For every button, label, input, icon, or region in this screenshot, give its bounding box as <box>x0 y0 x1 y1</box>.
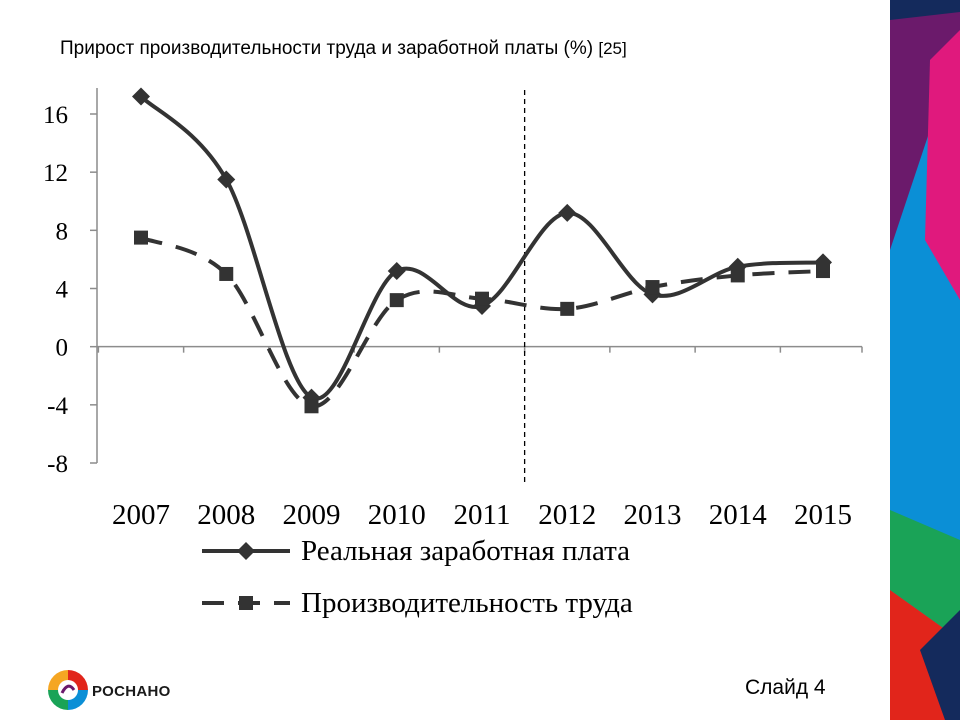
legend-label: Производительность труда <box>301 587 633 619</box>
data-point-square <box>645 280 660 295</box>
decorative-side-band <box>890 0 960 720</box>
data-point-square <box>730 268 745 283</box>
data-point-square <box>816 264 830 279</box>
chart-legend: Реальная заработная плата Производительно… <box>202 535 633 619</box>
legend-item: Производительность труда <box>202 587 633 619</box>
x-tick-label: 2010 <box>368 499 426 531</box>
y-tick-label: 0 <box>56 335 69 362</box>
series-line <box>139 95 824 401</box>
data-point-square <box>389 293 404 308</box>
x-tick-label: 2014 <box>709 499 768 531</box>
legend-marker <box>237 542 255 560</box>
slide-number: Слайд 4 <box>745 676 826 699</box>
data-point-diamond <box>217 170 236 189</box>
chart-axes: 16 12 8 4 0 -4 -8 2007 2008 2009 2010 2011 2012 2013 2… <box>43 88 863 531</box>
y-tick-label: 16 <box>43 102 68 129</box>
chart-series <box>132 87 832 414</box>
data-point-diamond <box>387 262 406 281</box>
slide-title: Прирост производительности труда и зараб… <box>60 38 627 60</box>
y-tick-label: -8 <box>47 451 68 478</box>
x-tick-label: 2012 <box>538 499 596 531</box>
y-tick-label: 4 <box>56 277 69 304</box>
series-real-wages <box>132 87 832 407</box>
data-point-square <box>219 266 234 281</box>
rosnano-logo <box>48 670 88 710</box>
data-point-diamond <box>132 87 150 106</box>
x-tick-label: 2011 <box>454 499 511 531</box>
x-tick-label: 2007 <box>112 499 170 531</box>
x-tick-label: 2015 <box>794 499 852 531</box>
legend-item: Реальная заработная плата <box>202 535 630 567</box>
x-tick-label: 2009 <box>283 499 341 531</box>
y-tick-label: -4 <box>47 393 68 420</box>
x-tick-label: 2013 <box>624 499 682 531</box>
slide-title-text: Прирост производительности труда и зараб… <box>60 38 594 59</box>
data-point-square <box>134 230 148 245</box>
x-tick-label: 2008 <box>197 499 255 531</box>
y-tick-label: 12 <box>43 160 68 187</box>
y-tick-label: 8 <box>56 218 69 245</box>
line-chart: 16 12 8 4 0 -4 -8 2007 2008 2009 2010 2011 2012 2013 2… <box>43 87 863 619</box>
legend-marker <box>239 596 253 610</box>
rosnano-logo-icon <box>48 670 88 710</box>
data-point-square <box>304 399 319 414</box>
data-point-diamond <box>558 203 577 222</box>
data-point-square <box>560 301 575 316</box>
legend-label: Реальная заработная плата <box>301 535 630 567</box>
slide-title-reference: [25] <box>598 39 627 58</box>
data-point-square <box>475 291 489 306</box>
logo-text: РОСНАНО <box>92 683 171 700</box>
series-line <box>140 235 824 409</box>
series-labor-productivity <box>134 230 830 414</box>
